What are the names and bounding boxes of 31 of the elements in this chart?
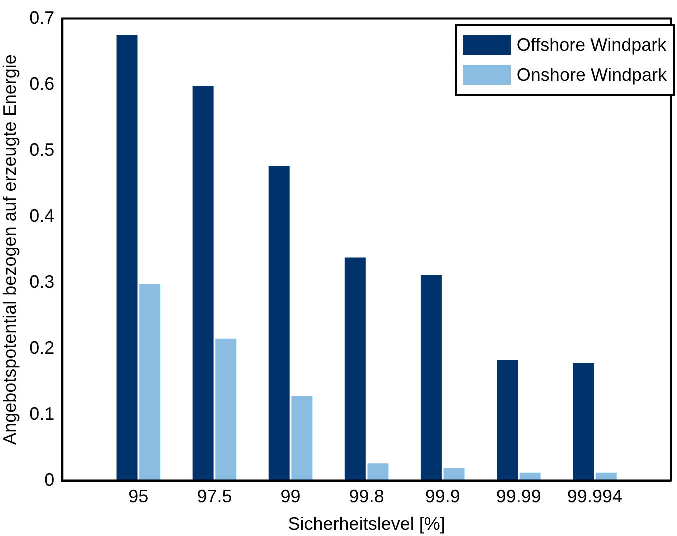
bar [444, 468, 465, 481]
x-tick-label: 97.5 [197, 486, 232, 507]
x-tick-label: 99 [280, 486, 301, 507]
bar [192, 86, 214, 481]
bar [573, 363, 594, 481]
y-tick-label: 0.5 [30, 140, 55, 160]
bar [420, 276, 442, 481]
bar [216, 338, 237, 481]
bar [292, 396, 313, 481]
bar [344, 258, 366, 481]
x-tick-label: 99.8 [349, 486, 384, 507]
y-tick-label: 0.2 [30, 338, 55, 358]
x-tick-label: 95 [128, 486, 149, 507]
y-tick-label: 0.1 [30, 404, 55, 424]
bar [368, 464, 389, 481]
bar [268, 166, 290, 481]
x-tick-label: 99.99 [496, 486, 542, 507]
bar [140, 284, 161, 481]
x-axis-title: Sicherheitslevel [%] [288, 514, 446, 534]
y-axis-title: Angebotspotential bezogen auf erzeugte Energie [0, 54, 20, 445]
y-tick-label: 0 [44, 470, 55, 490]
y-tick-label: 0.4 [30, 206, 55, 226]
y-tick-label: 0.7 [30, 8, 55, 28]
bar [116, 35, 138, 481]
x-tick-label: 99.9 [425, 486, 460, 507]
legend-label: Offshore Windpark [516, 34, 667, 57]
x-tick-label: 99.994 [567, 486, 622, 507]
bar [497, 360, 518, 481]
y-tick-label: 0.6 [30, 74, 55, 94]
y-tick-label: 0.3 [30, 272, 55, 292]
legend-label: Onshore Windpark [516, 64, 667, 87]
